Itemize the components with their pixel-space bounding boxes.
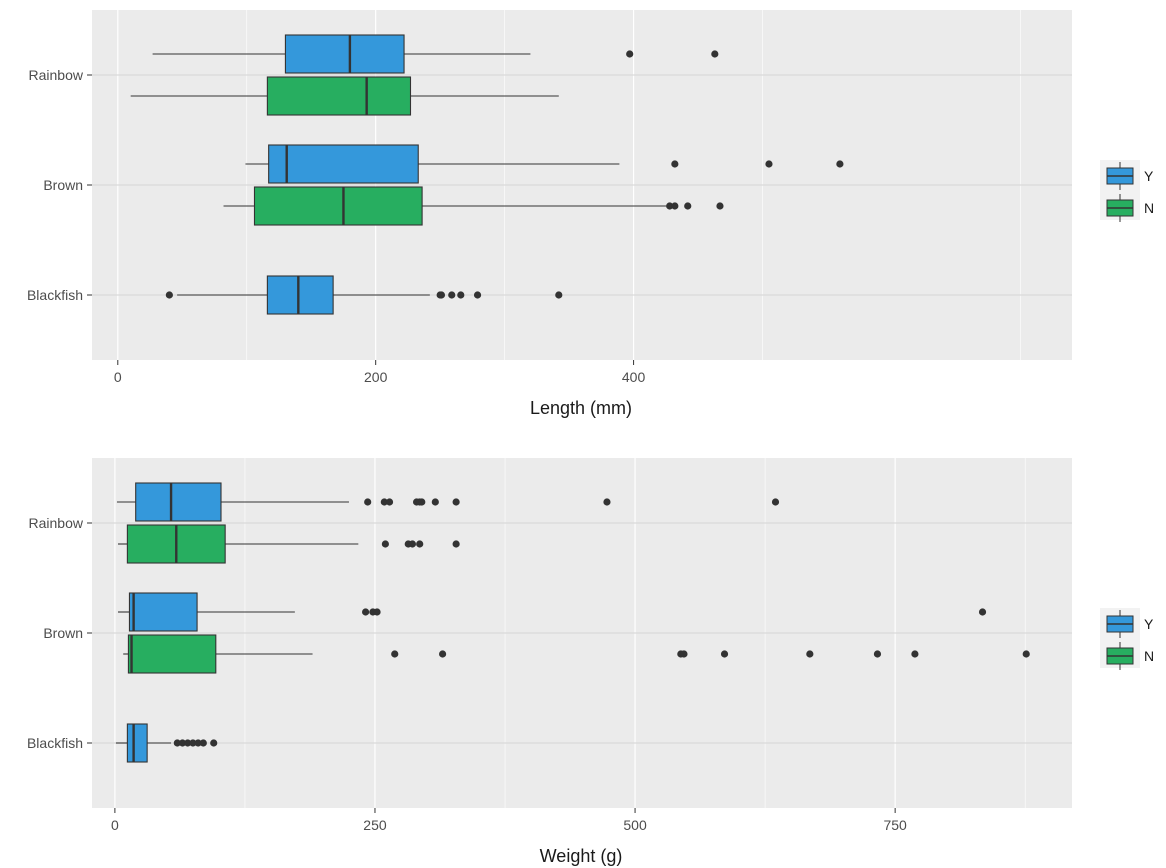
legend-entry-n: N [1106,194,1154,222]
x-tick-label: 0 [114,369,122,385]
x-axis-title: Weight (g) [540,846,623,866]
x-tick-label: 250 [363,817,387,833]
outlier-point [1022,650,1030,658]
legend: YN [1100,608,1154,670]
box-rainbow-y [152,34,719,74]
box-rainbow-n [130,76,559,116]
outlier-point [720,650,729,658]
outlier-point [380,498,388,506]
boxes [130,34,844,315]
box-iqr [284,34,405,74]
x-tick-label: 400 [622,369,646,385]
box-iqr [127,634,217,674]
box-rainbow-n [118,524,460,564]
outlier-point [836,160,844,168]
outlier-point [178,739,187,747]
outlier-point [680,650,688,658]
outlier-point [666,202,674,210]
outlier-point [473,291,482,299]
y-axis-labels: Rainbow Brown Blackfish [27,515,92,751]
length-boxplot-panel: Rainbow Brown Blackfish 0 200 400 Length (mm… [27,10,1154,418]
x-tick-label: 750 [883,817,907,833]
outlier-point [391,650,399,658]
legend: YN [1100,160,1154,222]
x-tick-label: 200 [364,369,388,385]
outlier-point [452,540,460,548]
outlier-point [452,498,460,506]
outlier-point [362,608,370,616]
outlier-point [210,739,218,747]
outlier-point [711,50,719,58]
legend-entry-y: Y [1106,162,1154,190]
legend-entry-n: N [1106,642,1154,670]
outlier-point [873,650,882,658]
outlier-point [555,291,563,299]
box-brown-y [118,592,987,632]
box-iqr [135,482,222,522]
legend-label: N [1144,200,1154,216]
box-iqr [268,144,419,184]
outlier-point [194,739,202,747]
y-tick-label: Rainbow [29,515,84,531]
outlier-point [438,650,447,658]
outlier-point [771,498,780,506]
grid-lines [92,458,1072,808]
box-iqr [266,275,334,315]
x-axis-title: Length (mm) [530,398,632,418]
outlier-point [911,650,919,658]
outlier-point [448,291,456,299]
outlier-point [385,498,394,506]
outlier-point [626,50,634,58]
box-rainbow-y [116,482,780,522]
box-blackfish-y [165,275,563,315]
legend-label: Y [1144,616,1154,632]
box-brown-y [245,144,844,184]
outlier-point [806,650,814,658]
box-iqr [128,592,198,632]
outlier-point [173,739,181,747]
outlier-point [184,739,192,747]
x-tick-label: 500 [623,817,647,833]
outlier-point [189,739,197,747]
x-axis-ticks: 0 200 400 [114,360,646,385]
box-iqr [253,186,423,226]
box-iqr [126,723,148,763]
x-tick-label: 0 [111,817,119,833]
outlier-point [603,498,611,506]
boxes [115,482,1030,763]
x-axis-ticks: 0 250 500 750 [111,808,907,833]
legend-label: Y [1144,168,1154,184]
outlier-point [716,202,724,210]
outlier-point [437,291,446,299]
outlier-point [671,202,679,210]
outlier-point [381,540,389,548]
outlier-point [418,498,426,506]
outlier-point [671,160,679,168]
outlier-point [416,540,424,548]
box-blackfish-y [115,723,218,763]
y-tick-label: Brown [43,625,83,641]
legend-entry-y: Y [1106,610,1154,638]
weight-boxplot-panel: Rainbow Brown Blackfish 0 250 500 750 Weight … [27,458,1154,866]
y-axis-labels: Rainbow Brown Blackfish [27,67,92,303]
outlier-point [431,498,439,506]
y-tick-label: Rainbow [29,67,84,83]
outlier-point [364,498,372,506]
y-tick-label: Brown [43,177,83,193]
outlier-point [457,291,465,299]
outlier-point [199,739,207,747]
outlier-point [373,608,381,616]
y-tick-label: Blackfish [27,287,83,303]
outlier-point [978,608,987,616]
box-brown-n [123,634,1030,674]
box-brown-n [223,186,724,226]
outlier-point [765,160,773,168]
outlier-point [165,291,173,299]
outlier-point [684,202,692,210]
legend-label: N [1144,648,1154,664]
y-tick-label: Blackfish [27,735,83,751]
outlier-point [408,540,417,548]
box-iqr [266,76,412,116]
